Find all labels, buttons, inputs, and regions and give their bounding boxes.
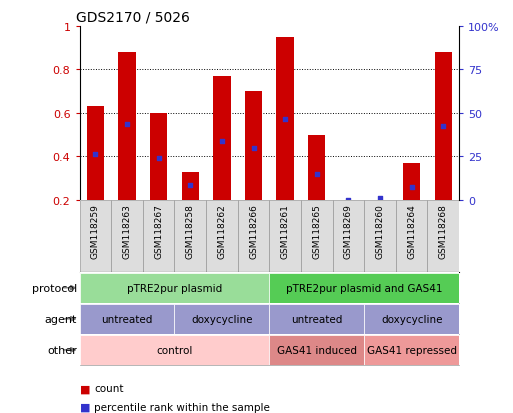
Point (218, 138, 226, 145)
Bar (364, 335, 459, 365)
Text: pTRE2pur plasmid: pTRE2pur plasmid (127, 283, 222, 293)
Text: percentile rank within the sample: percentile rank within the sample (94, 402, 270, 412)
Bar (174, 200, 206, 273)
Text: other: other (47, 345, 77, 355)
Bar (435, 53, 452, 200)
Text: GDS2170 / 5026: GDS2170 / 5026 (76, 10, 190, 24)
Text: pTRE2pur plasmid and GAS41: pTRE2pur plasmid and GAS41 (286, 283, 443, 293)
Point (312, 171, 321, 178)
Text: GAS41 induced: GAS41 induced (277, 345, 357, 355)
Bar (269, 304, 364, 334)
Bar (301, 200, 332, 273)
Text: untreated: untreated (101, 314, 153, 324)
Bar (277, 38, 294, 200)
Bar (80, 273, 269, 303)
Text: GSM118266: GSM118266 (249, 204, 258, 259)
Text: GAS41 repressed: GAS41 repressed (367, 345, 457, 355)
Point (186, 182, 194, 188)
Text: protocol: protocol (32, 283, 77, 293)
Text: control: control (156, 345, 192, 355)
Bar (174, 304, 269, 334)
Text: untreated: untreated (291, 314, 343, 324)
Bar (332, 200, 364, 273)
Text: agent: agent (45, 314, 77, 324)
Text: GSM118260: GSM118260 (376, 204, 385, 259)
Point (407, 184, 416, 190)
Point (439, 123, 447, 130)
Text: GSM118261: GSM118261 (281, 204, 290, 259)
Bar (403, 164, 420, 200)
Point (154, 156, 163, 162)
Bar (111, 200, 143, 273)
Text: GSM118264: GSM118264 (407, 204, 416, 259)
Text: GSM118268: GSM118268 (439, 204, 448, 259)
Text: count: count (94, 383, 124, 393)
Bar (427, 200, 459, 273)
Bar (87, 107, 104, 200)
Text: GSM118262: GSM118262 (218, 204, 226, 259)
Text: GSM118265: GSM118265 (312, 204, 321, 259)
Text: doxycycline: doxycycline (381, 314, 442, 324)
Text: doxycycline: doxycycline (191, 314, 252, 324)
Bar (206, 200, 238, 273)
Bar (182, 172, 199, 200)
Bar (80, 335, 269, 365)
Text: ■: ■ (80, 402, 90, 412)
Bar (150, 114, 167, 200)
Point (249, 145, 258, 152)
Text: GSM118269: GSM118269 (344, 204, 353, 259)
Text: GSM118267: GSM118267 (154, 204, 163, 259)
Bar (119, 53, 135, 200)
Bar (364, 200, 396, 273)
Point (91, 152, 100, 158)
Text: GSM118258: GSM118258 (186, 204, 195, 259)
Point (376, 195, 384, 202)
Bar (269, 273, 459, 303)
Bar (238, 200, 269, 273)
Point (281, 117, 289, 123)
Bar (245, 92, 262, 200)
Bar (143, 200, 174, 273)
Bar (269, 200, 301, 273)
Bar (308, 135, 325, 200)
Text: ■: ■ (80, 383, 90, 393)
Text: GSM118263: GSM118263 (123, 204, 131, 259)
Point (344, 197, 352, 204)
Bar (80, 304, 174, 334)
Text: GSM118259: GSM118259 (91, 204, 100, 259)
Bar (396, 200, 427, 273)
Point (123, 121, 131, 128)
Bar (364, 304, 459, 334)
Bar (269, 335, 364, 365)
Bar (80, 200, 111, 273)
Bar (213, 77, 230, 200)
